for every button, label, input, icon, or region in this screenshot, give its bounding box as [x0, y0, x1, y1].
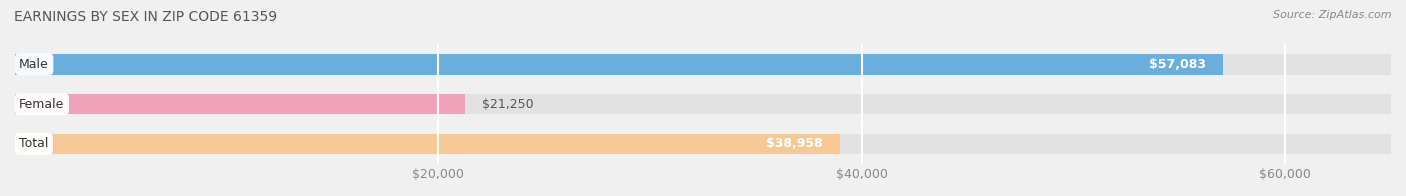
Bar — [15, 134, 1391, 154]
Text: EARNINGS BY SEX IN ZIP CODE 61359: EARNINGS BY SEX IN ZIP CODE 61359 — [14, 10, 277, 24]
Text: $38,958: $38,958 — [766, 137, 823, 150]
Text: Total: Total — [20, 137, 49, 150]
Text: Male: Male — [20, 58, 49, 71]
Bar — [15, 54, 1391, 75]
Bar — [15, 54, 1223, 75]
Bar — [15, 134, 839, 154]
Text: $21,250: $21,250 — [482, 98, 533, 111]
Text: $57,083: $57,083 — [1150, 58, 1206, 71]
Text: Source: ZipAtlas.com: Source: ZipAtlas.com — [1274, 10, 1392, 20]
Bar — [15, 94, 1391, 114]
Bar — [15, 94, 465, 114]
Text: Female: Female — [20, 98, 65, 111]
